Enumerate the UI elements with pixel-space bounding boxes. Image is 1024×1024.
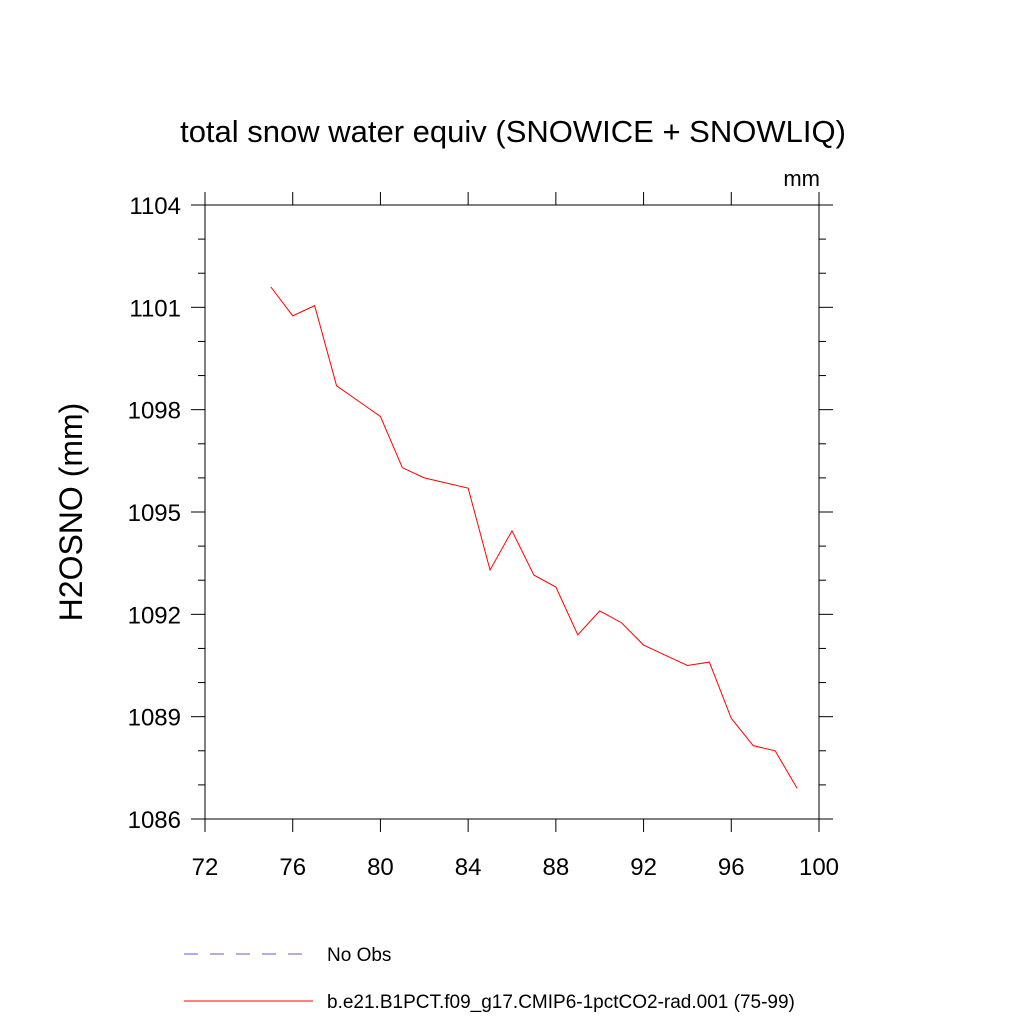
- x-tick-label: 84: [455, 854, 482, 881]
- x-tick-label: 72: [192, 854, 219, 881]
- axis-ticks: [191, 192, 833, 832]
- y-tick-label: 1086: [128, 807, 181, 834]
- x-tick-label: 80: [367, 854, 394, 881]
- chart-title: total snow water equiv (SNOWICE + SNOWLI…: [180, 114, 846, 149]
- y-tick-label: 1092: [128, 602, 181, 629]
- x-tick-label: 96: [718, 854, 745, 881]
- x-tick-label: 100: [799, 854, 839, 881]
- y-axis-label: H2OSNO (mm): [53, 403, 89, 622]
- legend: No Obs b.e21.B1PCT.f09_g17.CMIP6-1pctCO2-…: [184, 945, 795, 1013]
- x-tick-label: 88: [543, 854, 570, 881]
- legend-label: No Obs: [327, 945, 391, 966]
- legend-label: b.e21.B1PCT.f09_g17.CMIP6-1pctCO2-rad.00…: [327, 992, 795, 1013]
- y-tick-label: 1101: [129, 295, 181, 322]
- plot-frame: [204, 204, 820, 820]
- y-tick-label: 1089: [128, 705, 181, 732]
- y-tick-label: 1104: [129, 193, 181, 220]
- series-line: [270, 286, 798, 789]
- y-tick-label: 1095: [128, 500, 181, 527]
- y-tick-label: 1098: [128, 398, 181, 425]
- units-label: mm: [783, 166, 820, 191]
- data-series: [270, 286, 798, 789]
- axis-tick-labels: 72 76 80 84 88 92 96 100 1086 1089 1092 1095 1098 110…: [128, 193, 839, 881]
- x-tick-label: 92: [630, 854, 657, 881]
- x-tick-label: 76: [279, 854, 306, 881]
